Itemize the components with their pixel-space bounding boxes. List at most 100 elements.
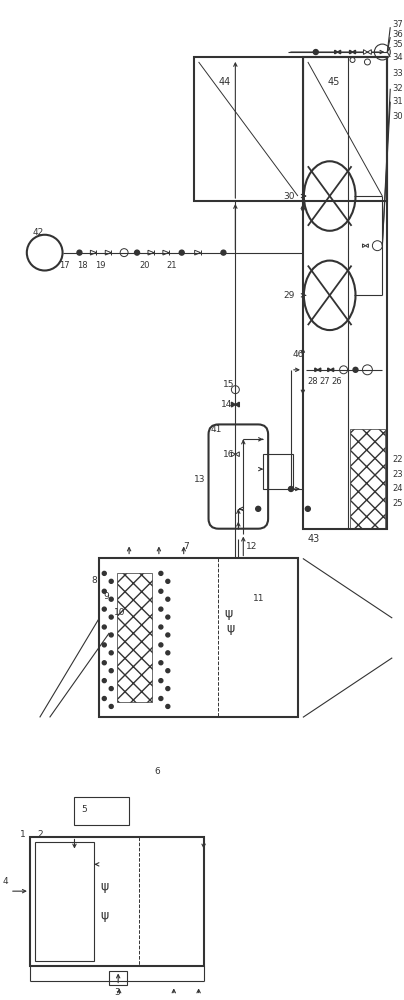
- Circle shape: [179, 250, 184, 255]
- Circle shape: [102, 625, 106, 629]
- Circle shape: [305, 506, 310, 511]
- Polygon shape: [335, 50, 338, 54]
- Text: 17: 17: [59, 261, 70, 270]
- Text: 7: 7: [184, 542, 189, 551]
- Bar: [30, 837, 204, 966]
- Circle shape: [288, 486, 293, 491]
- Text: 16: 16: [223, 450, 235, 459]
- Text: 6: 6: [154, 767, 160, 776]
- Text: 25: 25: [392, 499, 403, 508]
- Text: 23: 23: [392, 470, 403, 479]
- Text: 14: 14: [221, 400, 232, 409]
- Text: ψ: ψ: [100, 880, 108, 893]
- Text: ψ: ψ: [100, 909, 108, 922]
- Text: 10: 10: [114, 608, 126, 617]
- Circle shape: [109, 615, 113, 619]
- Text: 35: 35: [392, 40, 403, 49]
- Text: 32: 32: [392, 84, 403, 93]
- Circle shape: [109, 704, 113, 708]
- Text: 5: 5: [82, 805, 87, 814]
- Circle shape: [109, 633, 113, 637]
- Text: 27: 27: [320, 377, 330, 386]
- Text: 13: 13: [194, 475, 205, 484]
- Circle shape: [166, 633, 170, 637]
- Bar: [263, 454, 293, 489]
- Text: 30: 30: [392, 112, 403, 121]
- Text: 3: 3: [114, 988, 120, 997]
- Bar: [109, 971, 127, 985]
- Text: 24: 24: [392, 484, 403, 493]
- Polygon shape: [364, 50, 367, 54]
- Text: 34: 34: [392, 53, 403, 62]
- Polygon shape: [366, 244, 368, 247]
- Circle shape: [166, 651, 170, 655]
- Circle shape: [102, 661, 106, 665]
- Text: 26: 26: [332, 377, 342, 386]
- Bar: [35, 842, 95, 961]
- Polygon shape: [236, 452, 239, 457]
- Circle shape: [159, 589, 163, 593]
- Circle shape: [166, 597, 170, 601]
- Circle shape: [135, 250, 139, 255]
- Bar: [74, 797, 129, 825]
- Text: 2: 2: [38, 830, 43, 839]
- Circle shape: [166, 704, 170, 708]
- Circle shape: [159, 607, 163, 611]
- Bar: [99, 558, 298, 717]
- Circle shape: [109, 597, 113, 601]
- Text: 4: 4: [3, 877, 8, 886]
- Bar: [349, 429, 385, 529]
- Text: 21: 21: [167, 261, 177, 270]
- Polygon shape: [362, 244, 366, 247]
- Circle shape: [256, 506, 261, 511]
- Circle shape: [159, 697, 163, 700]
- Circle shape: [166, 669, 170, 673]
- Polygon shape: [338, 50, 341, 54]
- Circle shape: [159, 661, 163, 665]
- Text: ψ: ψ: [226, 622, 234, 635]
- Polygon shape: [236, 402, 239, 407]
- Circle shape: [353, 367, 358, 372]
- Circle shape: [166, 579, 170, 583]
- Text: 42: 42: [33, 228, 44, 237]
- Circle shape: [159, 679, 163, 683]
- Circle shape: [159, 625, 163, 629]
- Circle shape: [109, 669, 113, 673]
- Bar: [303, 57, 387, 529]
- Text: 45: 45: [328, 77, 340, 87]
- Polygon shape: [367, 50, 371, 54]
- Circle shape: [109, 651, 113, 655]
- Text: 8: 8: [91, 576, 97, 585]
- Circle shape: [166, 687, 170, 691]
- Polygon shape: [231, 452, 236, 457]
- Circle shape: [102, 571, 106, 575]
- Text: 44: 44: [219, 77, 231, 87]
- Polygon shape: [353, 50, 356, 54]
- Text: 29: 29: [284, 291, 295, 300]
- Text: 43: 43: [308, 534, 320, 544]
- Text: 15: 15: [223, 380, 235, 389]
- Text: 12: 12: [246, 542, 258, 551]
- Text: 1: 1: [20, 830, 25, 839]
- Text: 20: 20: [139, 261, 149, 270]
- Circle shape: [166, 615, 170, 619]
- Text: 36: 36: [392, 30, 403, 39]
- Polygon shape: [318, 368, 321, 372]
- Text: 41: 41: [210, 425, 222, 434]
- Circle shape: [102, 697, 106, 700]
- Text: 18: 18: [78, 261, 88, 270]
- Text: 37: 37: [392, 20, 403, 29]
- Text: 9: 9: [103, 592, 109, 601]
- Circle shape: [314, 50, 318, 55]
- Circle shape: [159, 571, 163, 575]
- Circle shape: [102, 643, 106, 647]
- Text: 22: 22: [392, 455, 403, 464]
- Circle shape: [109, 579, 113, 583]
- Circle shape: [221, 250, 226, 255]
- Polygon shape: [349, 50, 353, 54]
- Bar: [194, 57, 387, 201]
- Text: ψ: ψ: [224, 607, 233, 620]
- Circle shape: [77, 250, 82, 255]
- Circle shape: [109, 687, 113, 691]
- Text: 46: 46: [293, 350, 304, 359]
